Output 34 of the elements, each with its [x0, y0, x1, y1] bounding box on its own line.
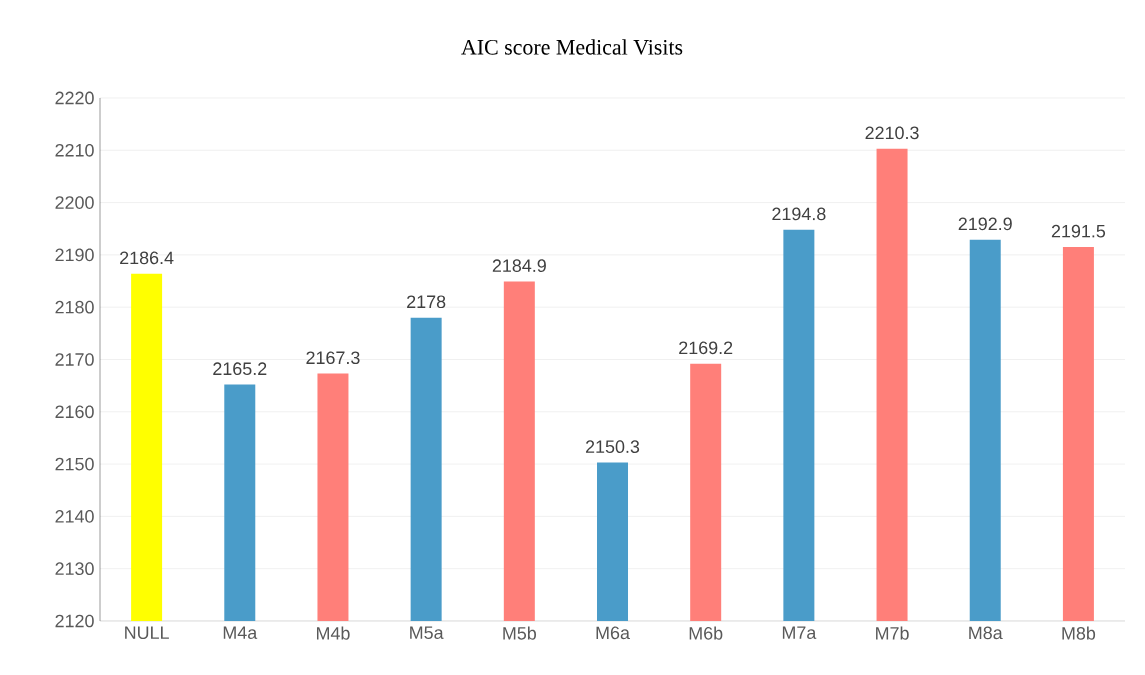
x-tick-label: M4b: [316, 626, 350, 640]
data-label: 2194.8: [772, 207, 826, 221]
y-tick-label: 2160: [55, 405, 94, 419]
y-tick-label: 2150: [55, 457, 94, 471]
y-tick-label: 2200: [55, 196, 94, 209]
x-tick-label: M5b: [503, 626, 537, 640]
data-label: 2191.5: [1051, 224, 1106, 238]
data-label: 2210.3: [865, 126, 919, 140]
x-tick-label: M4a: [223, 626, 258, 640]
data-label: 2184.9: [492, 259, 546, 273]
y-tick-label: 2220: [55, 91, 94, 105]
y-tick-label: 2170: [55, 353, 94, 366]
x-tick-label: NULL: [125, 626, 169, 640]
y-tick-label: 2210: [55, 143, 94, 157]
y-tick-label: 2130: [55, 562, 94, 576]
x-tick-label: M6b: [689, 626, 723, 640]
x-tick-label: M6a: [596, 626, 630, 640]
x-tick-label: M7b: [876, 626, 909, 640]
y-tick-label: 2140: [55, 510, 94, 523]
x-tick-label: M7a: [782, 626, 817, 640]
x-tick-label: M8b: [1062, 626, 1096, 640]
data-label: 2165.2: [213, 362, 267, 376]
data-label: 2150.3: [585, 440, 640, 453]
x-tick-label: M8a: [969, 626, 1003, 640]
data-label: 2167.3: [306, 351, 360, 365]
chart-title: AIC score Medical Visits: [461, 39, 683, 55]
y-tick-label: 2120: [55, 614, 94, 628]
data-label: 2169.2: [679, 341, 733, 355]
y-tick-label: 2190: [55, 248, 94, 262]
data-label: 2178: [407, 295, 446, 309]
y-tick-label: 2180: [55, 300, 94, 314]
x-tick-label: M5a: [410, 626, 444, 640]
data-label: 2192.9: [958, 217, 1012, 231]
data-label: 2186.4: [120, 251, 174, 265]
